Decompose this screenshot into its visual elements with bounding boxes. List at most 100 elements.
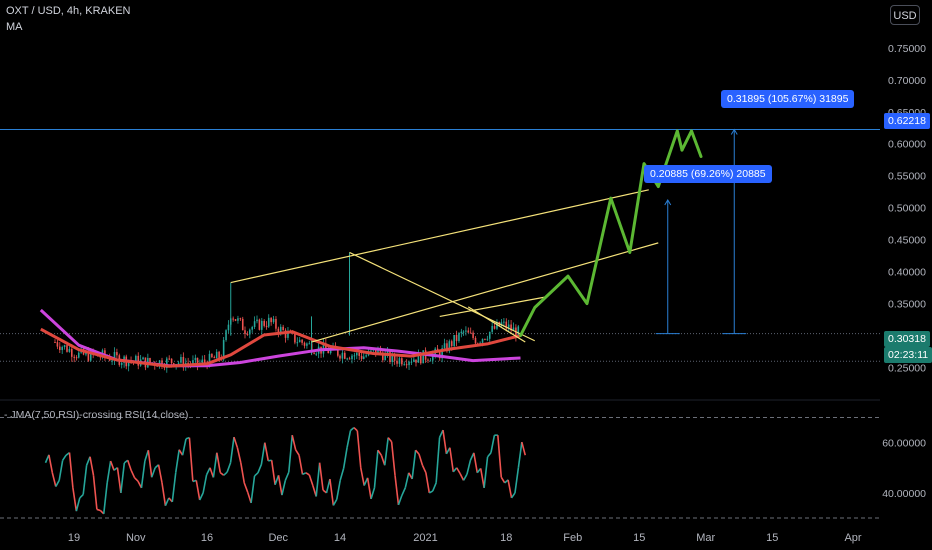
y-tick-label: 0.50000 xyxy=(888,203,926,215)
rsi-segment xyxy=(315,462,321,497)
price-candle-body xyxy=(56,342,59,347)
price-candle-body xyxy=(218,351,220,359)
rsi-segment xyxy=(116,467,122,493)
rsi-segment xyxy=(212,452,218,478)
price-candle-body xyxy=(59,346,61,350)
price-candle-body xyxy=(370,350,372,352)
price-candle-body xyxy=(137,355,140,366)
rsi-segment xyxy=(349,426,355,432)
price-candle-body xyxy=(163,366,166,368)
y-tick-label: 0.75000 xyxy=(888,43,926,55)
rsi-segment xyxy=(164,497,170,507)
price-candle-body xyxy=(339,355,341,359)
price-candle-body xyxy=(313,352,315,354)
rsi-segment xyxy=(44,454,50,464)
price-candle-body xyxy=(234,319,237,321)
price-candle-body xyxy=(277,328,280,334)
price-candle-body xyxy=(455,334,458,341)
price-candle-body xyxy=(104,350,106,357)
currency-button[interactable]: USD xyxy=(890,5,920,25)
price-candle-body xyxy=(166,358,168,368)
rsi-segment xyxy=(68,452,74,488)
price-candle-body xyxy=(465,330,467,332)
price-candle-body xyxy=(87,351,90,361)
x-tick-label: Nov xyxy=(126,532,146,544)
price-candle-body xyxy=(351,355,353,360)
price-candle-body xyxy=(237,318,239,321)
price-candle-body xyxy=(61,347,63,350)
price-candle-body xyxy=(403,364,406,366)
price-candle-body xyxy=(469,332,472,334)
price-candle-body xyxy=(360,355,363,359)
price-candle-body xyxy=(315,353,318,355)
rsi-segment xyxy=(61,454,67,461)
price-candle-body xyxy=(168,358,170,360)
price-candle-body xyxy=(246,333,249,335)
rsi-segment xyxy=(500,476,506,484)
price-candle-body xyxy=(341,352,344,359)
price-candle-body xyxy=(170,358,173,364)
price-candle-body xyxy=(261,320,263,330)
price-candle-body xyxy=(493,326,496,329)
price-candle-body xyxy=(194,357,197,361)
price-candle-body xyxy=(187,362,189,364)
rsi-segment xyxy=(442,429,448,455)
rsi-segment xyxy=(514,467,520,494)
price-candle-body xyxy=(386,351,389,353)
price-candle-body xyxy=(77,352,80,358)
x-tick-label: 16 xyxy=(201,532,213,544)
rsi-segment xyxy=(96,508,101,512)
rsi-segment xyxy=(106,460,112,483)
rsi-segment xyxy=(72,487,78,512)
price-candle-body xyxy=(270,317,272,323)
x-tick-label: 18 xyxy=(500,532,512,544)
rsi-segment xyxy=(161,482,167,506)
x-tick-label: 14 xyxy=(334,532,346,544)
price-candle-body xyxy=(303,342,306,346)
rsi-segment xyxy=(150,467,156,478)
rsi-segment xyxy=(298,455,304,475)
rsi-segment xyxy=(216,452,222,473)
measure-arrowhead xyxy=(664,199,672,206)
rsi-segment xyxy=(425,472,431,494)
rsi-segment xyxy=(55,479,60,487)
rsi-segment xyxy=(120,462,126,493)
rsi-segment xyxy=(288,435,294,473)
rsi-segment xyxy=(497,435,503,478)
rsi-segment xyxy=(75,497,81,512)
y-tick-label: 0.60000 xyxy=(888,139,926,151)
rsi-segment xyxy=(188,437,194,482)
rsi-segment xyxy=(277,475,283,496)
price-candle-body xyxy=(377,348,379,355)
price-candle-body xyxy=(116,352,118,356)
rsi-segment xyxy=(342,447,348,469)
rsi-segment xyxy=(51,472,57,487)
price-candle-body xyxy=(251,327,253,330)
price-candle-body xyxy=(408,361,410,366)
price-candle-body xyxy=(329,349,332,354)
price-candle-body xyxy=(401,358,403,365)
price-candle-body xyxy=(203,359,206,363)
price-candle-body xyxy=(374,349,377,355)
price-candle-body xyxy=(325,343,327,350)
rsi-segment xyxy=(359,467,365,486)
rsi-segment xyxy=(431,482,437,492)
rsi-segment xyxy=(390,441,396,476)
rsi-segment xyxy=(223,471,228,476)
rsi-segment xyxy=(157,464,163,483)
y-tick-label: 0.40000 xyxy=(888,267,926,279)
price-candle-body xyxy=(472,332,474,338)
price-candle-body xyxy=(177,362,180,365)
rsi-segment xyxy=(134,477,139,482)
price-candle-body xyxy=(222,340,225,360)
projection-arrowhead xyxy=(680,129,703,158)
price-candle-body xyxy=(432,354,434,361)
price-candle-body xyxy=(279,326,282,334)
rsi-segment xyxy=(205,467,211,476)
price-candle-body xyxy=(415,359,417,363)
rsi-segment xyxy=(404,472,410,488)
rsi-segment xyxy=(383,437,389,466)
rsi-segment xyxy=(377,449,382,456)
rsi-segment xyxy=(250,475,256,504)
